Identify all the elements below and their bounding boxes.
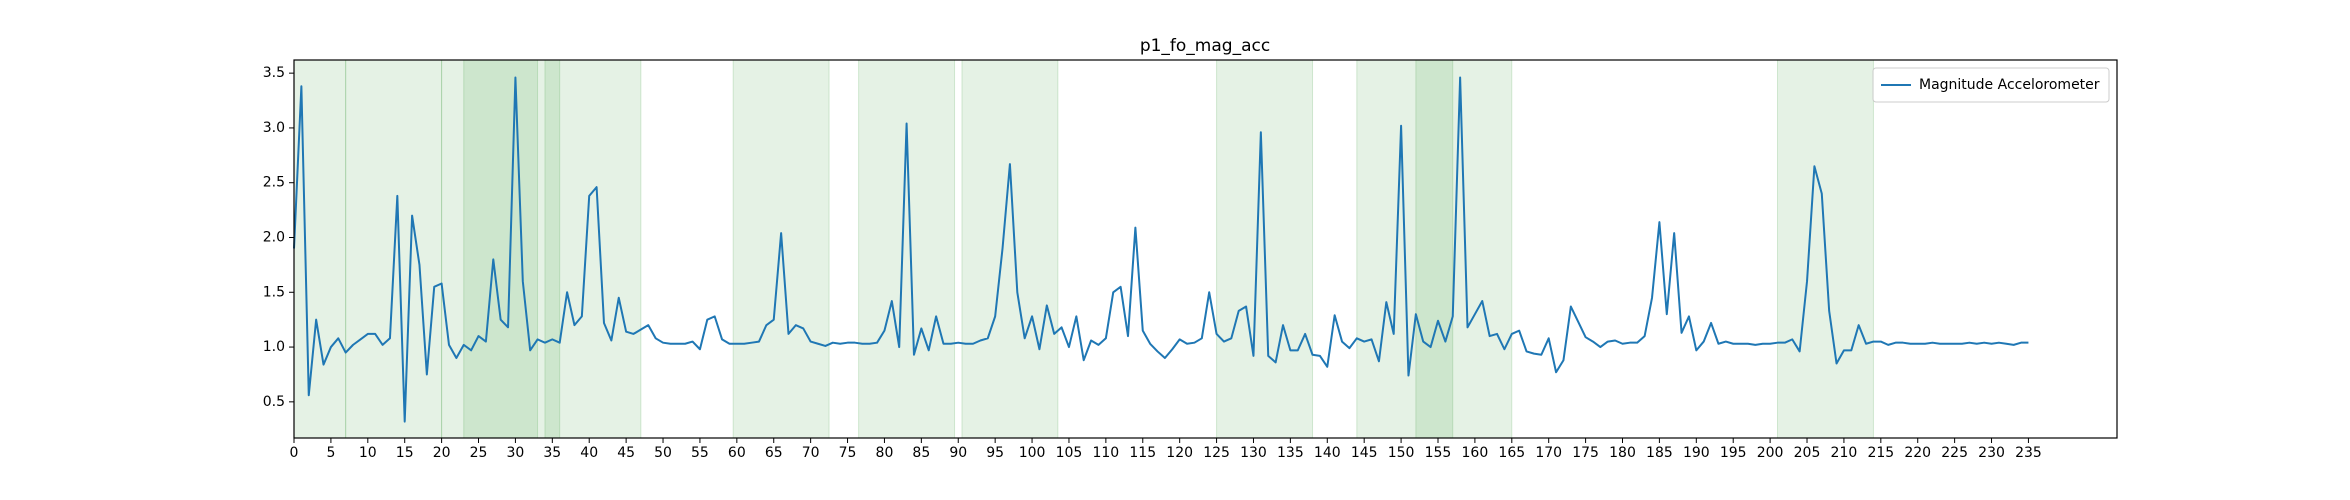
x-tick-label: 165 xyxy=(1498,445,1525,461)
x-tick-label: 70 xyxy=(802,445,820,461)
x-tick-label: 5 xyxy=(326,445,335,461)
x-tick-label: 195 xyxy=(1720,445,1747,461)
x-tick-label: 20 xyxy=(433,445,451,461)
x-tick-label: 100 xyxy=(1019,445,1046,461)
plot-frame xyxy=(293,59,2118,439)
x-tick-label: 145 xyxy=(1351,445,1378,461)
x-tick-label: 125 xyxy=(1203,445,1230,461)
x-tick-label: 205 xyxy=(1794,445,1821,461)
y-tick-label: 2.5 xyxy=(263,175,285,191)
x-tick-label: 190 xyxy=(1683,445,1710,461)
highlight-span xyxy=(544,59,642,439)
x-tick-label: 210 xyxy=(1831,445,1858,461)
x-tick-label: 65 xyxy=(765,445,783,461)
x-tick-label: 160 xyxy=(1462,445,1489,461)
x-tick-label: 80 xyxy=(876,445,894,461)
y-tick-label: 1.5 xyxy=(263,284,285,300)
x-tick-label: 225 xyxy=(1941,445,1968,461)
x-tick-label: 35 xyxy=(543,445,561,461)
x-tick-label: 40 xyxy=(580,445,598,461)
x-tick-label: 200 xyxy=(1757,445,1784,461)
x-tick-label: 215 xyxy=(1867,445,1894,461)
y-tick-label: 1.0 xyxy=(263,339,285,355)
x-tick-label: 45 xyxy=(617,445,635,461)
x-tick-label: 15 xyxy=(396,445,414,461)
chart-title: p1_fo_mag_acc xyxy=(1140,36,1270,56)
highlight-span xyxy=(1415,59,1513,439)
x-tick-label: 120 xyxy=(1166,445,1193,461)
x-tick-label: 185 xyxy=(1646,445,1673,461)
data-line xyxy=(293,76,2029,423)
x-tick-label: 140 xyxy=(1314,445,1341,461)
x-tick-label: 10 xyxy=(359,445,377,461)
x-tick-label: 230 xyxy=(1978,445,2005,461)
x-tick-label: 75 xyxy=(839,445,857,461)
y-tick-label: 3.5 xyxy=(263,65,285,81)
x-tick-label: 235 xyxy=(2015,445,2042,461)
x-tick-label: 50 xyxy=(654,445,672,461)
x-tick-label: 115 xyxy=(1129,445,1156,461)
x-tick-label: 90 xyxy=(949,445,967,461)
legend-label: Magnitude Accelorometer xyxy=(1919,77,2100,93)
x-tick-label: 25 xyxy=(470,445,488,461)
y-tick-label: 0.5 xyxy=(263,394,285,410)
x-tick-label: 170 xyxy=(1535,445,1562,461)
x-tick-label: 110 xyxy=(1092,445,1119,461)
highlight-span xyxy=(858,59,956,439)
legend: Magnitude Accelorometer xyxy=(1872,67,2110,103)
legend-box xyxy=(1872,67,2110,103)
x-tick-label: 155 xyxy=(1425,445,1452,461)
x-tick-label: 0 xyxy=(290,445,299,461)
x-tick-label: 85 xyxy=(912,445,930,461)
x-tick-label: 95 xyxy=(986,445,1004,461)
x-tick-label: 180 xyxy=(1609,445,1636,461)
x-tick-label: 105 xyxy=(1056,445,1083,461)
x-tick-label: 60 xyxy=(728,445,746,461)
x-tick-label: 220 xyxy=(1904,445,1931,461)
x-tick-label: 30 xyxy=(507,445,525,461)
highlight-span xyxy=(732,59,830,439)
x-tick-label: 150 xyxy=(1388,445,1415,461)
x-tick-label: 175 xyxy=(1572,445,1599,461)
y-tick-label: 3.0 xyxy=(263,120,285,136)
x-tick-label: 135 xyxy=(1277,445,1304,461)
highlight-span xyxy=(961,59,1059,439)
x-tick-label: 55 xyxy=(691,445,709,461)
highlight-span xyxy=(463,59,561,439)
x-tick-label: 130 xyxy=(1240,445,1267,461)
y-tick-label: 2.0 xyxy=(263,229,285,245)
